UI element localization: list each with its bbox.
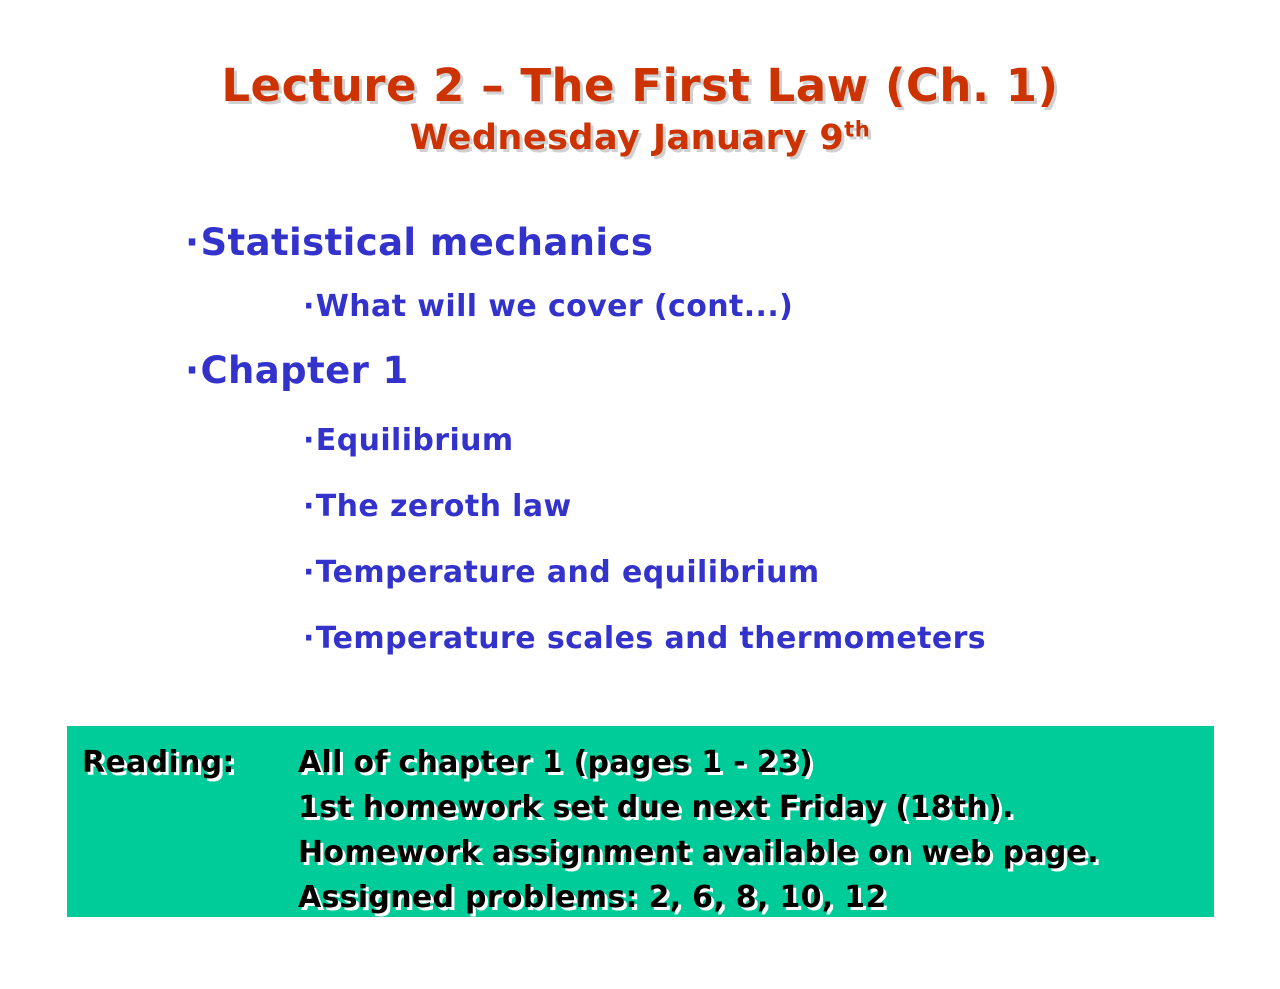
outline-list: · Statistical mechanics · What will we c… (0, 212, 1280, 672)
reading-line-assigned-problems: Assigned problems: 2, 6, 8, 10, 12 (298, 880, 887, 915)
outline-item-what-will-we-cover: · What will we cover (cont...) (0, 274, 1280, 340)
outline-item-equilibrium: · Equilibrium (0, 408, 1280, 474)
slide-title-date: Wednesday January 9th (0, 114, 1280, 162)
reading-label-column: Reading: (67, 740, 298, 785)
bullet-dot-icon: · (185, 221, 200, 264)
outline-item-chapter-1: · Chapter 1 (0, 340, 1280, 402)
reading-line-homework-due: 1st homework set due next Friday (18th). (298, 790, 1014, 825)
reading-assignment-box: Reading: All of chapter 1 (pages 1 - 23)… (67, 726, 1214, 917)
reading-label: Reading: (82, 745, 235, 780)
outline-item-label: Equilibrium (315, 423, 514, 458)
bullet-dot-icon: · (185, 349, 200, 392)
slide-title-primary: Lecture 2 – The First Law (Ch. 1) (221, 59, 1059, 112)
outline-item-label: Temperature and equilibrium (315, 555, 820, 590)
outline-item-temperature-scales-and-thermometers: · Temperature scales and thermometers (0, 606, 1280, 672)
outline-item-temperature-and-equilibrium: · Temperature and equilibrium (0, 540, 1280, 606)
outline-item-label: Temperature scales and thermometers (315, 621, 987, 656)
slide-title-date-text: Wednesday January 9 (409, 118, 845, 158)
reading-line-homework-location: Homework assignment available on web pag… (298, 835, 1099, 870)
bullet-dot-icon: · (303, 621, 315, 656)
bullet-dot-icon: · (303, 489, 315, 524)
reading-box-grid: Reading: All of chapter 1 (pages 1 - 23)… (67, 740, 1214, 920)
slide-title-block: Lecture 2 – The First Law (Ch. 1) Wednes… (0, 58, 1280, 162)
reading-lines-column: All of chapter 1 (pages 1 - 23) 1st home… (298, 740, 1214, 920)
outline-item-label: Statistical mechanics (200, 221, 654, 264)
bullet-dot-icon: · (303, 289, 315, 324)
outline-item-label: Chapter 1 (200, 349, 409, 392)
bullet-dot-icon: · (303, 555, 315, 590)
slide-title-date-ordinal-suffix: th (844, 117, 871, 142)
outline-item-the-zeroth-law: · The zeroth law (0, 474, 1280, 540)
outline-item-statistical-mechanics: · Statistical mechanics (0, 212, 1280, 274)
reading-line-chapter: All of chapter 1 (pages 1 - 23) (298, 745, 813, 780)
outline-item-label: The zeroth law (315, 489, 572, 524)
outline-item-label: What will we cover (cont...) (315, 289, 794, 324)
bullet-dot-icon: · (303, 423, 315, 458)
